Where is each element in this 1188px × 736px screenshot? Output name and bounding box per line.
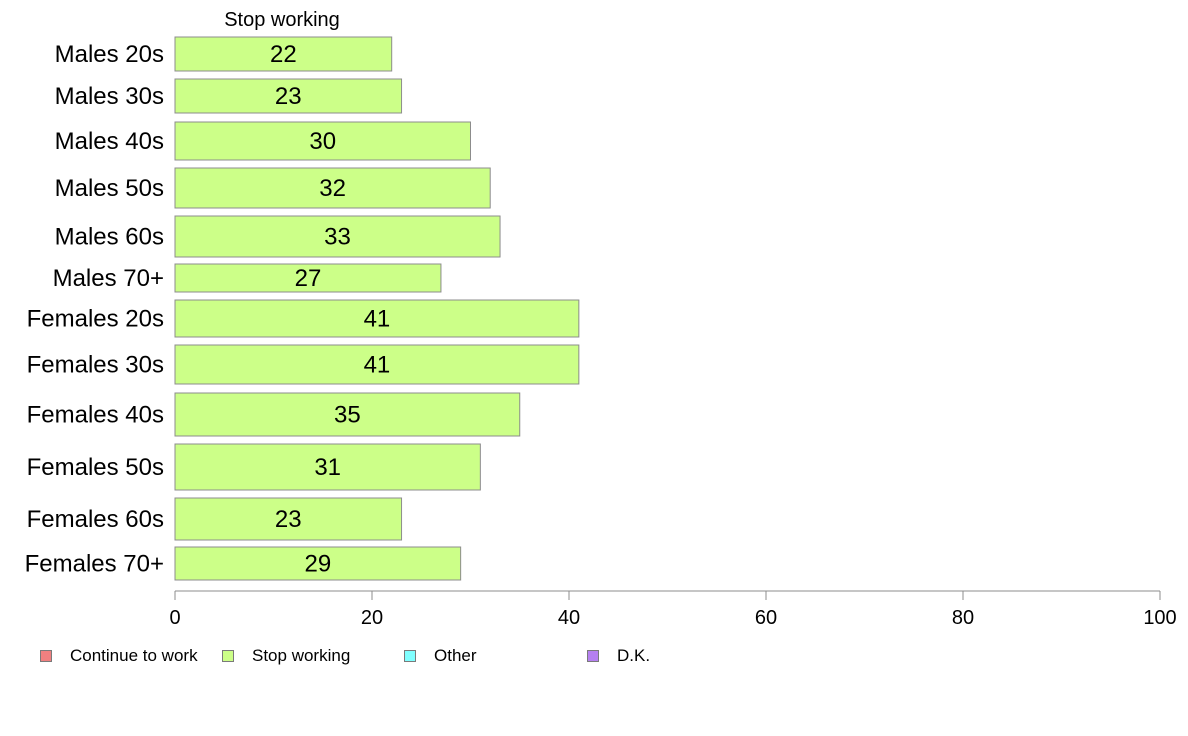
legend-item-other: Other — [404, 646, 477, 666]
bar-females-20s — [174, 299, 580, 338]
bar-females-70 — [174, 546, 462, 581]
bars-group: Males 20s 22 Males 30s 23 Males 40s 30 Males 5… — [25, 36, 580, 581]
bar-males-20s — [174, 36, 393, 72]
bar-value-label-females-30s: 41 — [364, 352, 391, 379]
bar-value-label-males-30s: 23 — [275, 83, 302, 110]
category-label-females-50s: Females 50s — [27, 454, 164, 481]
category-label-females-70: Females 70+ — [25, 551, 164, 578]
x-tick-label-40: 40 — [558, 607, 580, 629]
legend-swatch-dk — [587, 650, 599, 662]
legend-item-stop-working: Stop working — [222, 646, 350, 666]
legend-label-other: Other — [434, 646, 477, 665]
legend-swatch-continue-to-work — [40, 650, 52, 662]
x-tick-label-0: 0 — [169, 607, 180, 629]
legend-label-dk: D.K. — [617, 646, 651, 665]
bar-males-70 — [174, 263, 442, 293]
bar-value-label-males-40s: 30 — [309, 128, 336, 155]
category-label-males-40s: Males 40s — [55, 128, 164, 155]
bar-females-30s — [174, 344, 580, 385]
bar-value-label-females-70: 29 — [304, 551, 331, 578]
legend-item-continue-to-work: Continue to work — [40, 646, 198, 666]
bar-females-40s — [174, 392, 521, 437]
x-tick-label-20: 20 — [361, 607, 383, 629]
category-label-males-30s: Males 30s — [55, 83, 164, 110]
category-label-females-40s: Females 40s — [27, 402, 164, 429]
x-tick-label-80: 80 — [952, 607, 974, 629]
bar-females-60s — [174, 497, 403, 541]
x-axis: 0 20 40 60 80 100 — [169, 590, 1177, 629]
bar-value-label-females-20s: 41 — [364, 306, 391, 333]
bar-value-label-females-60s: 23 — [275, 506, 302, 533]
bar-value-label-females-40s: 35 — [334, 402, 361, 429]
category-label-males-50s: Males 50s — [55, 175, 164, 202]
category-label-females-60s: Females 60s — [27, 506, 164, 533]
category-label-males-20s: Males 20s — [55, 41, 164, 68]
bar-value-label-males-50s: 32 — [319, 175, 346, 202]
category-label-males-60s: Males 60s — [55, 224, 164, 251]
category-label-females-20s: Females 20s — [27, 306, 164, 333]
x-tick-label-100: 100 — [1143, 607, 1176, 629]
x-tick-label-60: 60 — [755, 607, 777, 629]
legend-item-dk: D.K. — [587, 646, 650, 666]
bar-value-label-males-20s: 22 — [270, 41, 297, 68]
category-label-females-30s: Females 30s — [27, 352, 164, 379]
bar-value-label-males-70: 27 — [295, 265, 322, 292]
bar-value-label-females-50s: 31 — [314, 454, 341, 481]
legend-swatch-other — [404, 650, 416, 662]
bar-males-60s — [174, 215, 501, 258]
legend-swatch-stop-working — [222, 650, 234, 662]
category-label-males-70: Males 70+ — [53, 265, 164, 292]
bar-males-40s — [174, 121, 471, 161]
bar-value-label-males-60s: 33 — [324, 224, 351, 251]
legend-label-continue-to-work: Continue to work — [70, 646, 198, 665]
series-title: Stop working — [224, 9, 340, 31]
legend-label-stop-working: Stop working — [252, 646, 351, 665]
bar-males-50s — [174, 167, 491, 209]
bar-males-30s — [174, 78, 403, 114]
bar-females-50s — [174, 443, 481, 491]
